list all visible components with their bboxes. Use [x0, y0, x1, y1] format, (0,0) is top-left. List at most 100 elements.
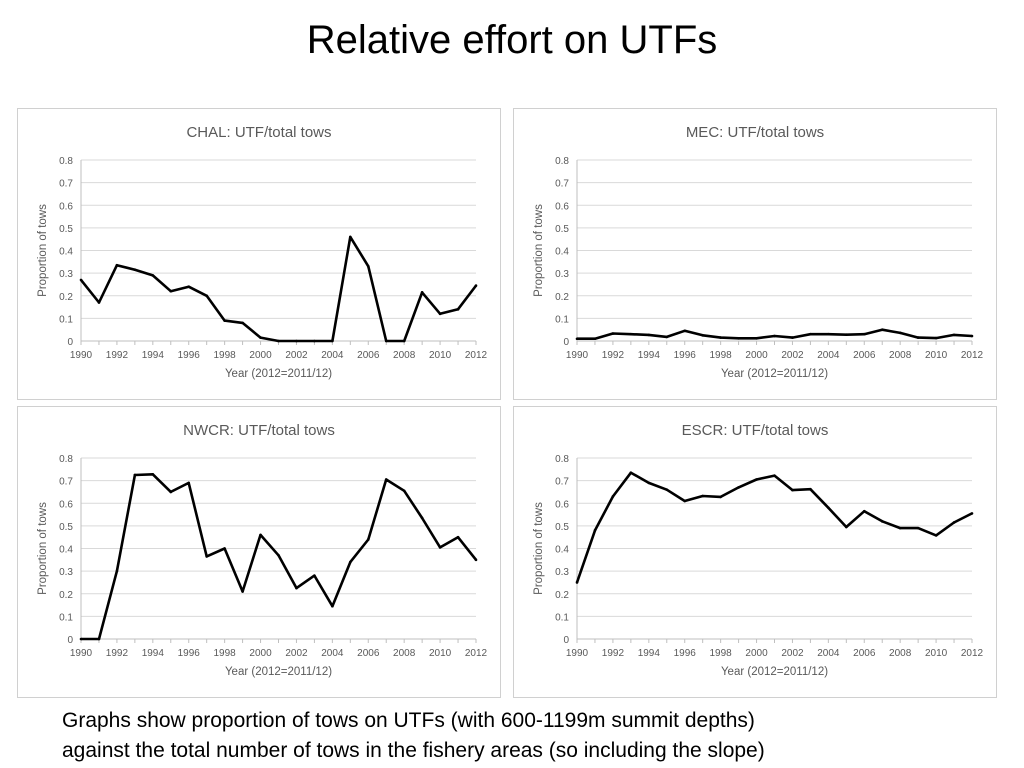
y-tick-label: 0.3	[59, 269, 73, 280]
y-tick-label: 0.1	[555, 612, 569, 623]
data-point	[366, 538, 370, 541]
data-point	[420, 516, 424, 520]
data-point	[133, 268, 137, 272]
series-line-nwcr	[81, 473, 478, 641]
data-point	[331, 604, 334, 608]
data-point	[420, 291, 424, 294]
data-point	[474, 284, 478, 287]
data-point	[295, 586, 298, 590]
slide-caption: Graphs show proportion of tows on UTFs (…	[62, 706, 982, 766]
y-tick-label: 0.4	[555, 545, 569, 556]
data-point	[456, 535, 460, 539]
x-tick-label: 1990	[566, 350, 589, 361]
x-axis-label: Year (2012=2011/12)	[721, 666, 828, 678]
x-tick-label: 2010	[925, 648, 948, 659]
y-tick-label: 0.8	[59, 454, 73, 465]
chart-chal: CHAL: UTF/total tows 0 0.1 0.2 0.3 0.4 0.5 0.6 0…	[37, 124, 488, 380]
y-tick-label: 0.4	[59, 247, 73, 258]
data-point	[611, 332, 615, 335]
x-tick-label: 1996	[674, 648, 697, 659]
data-point	[349, 235, 352, 239]
data-point	[719, 495, 722, 499]
data-point	[629, 332, 633, 336]
data-point	[647, 333, 651, 337]
data-point	[593, 529, 597, 532]
data-point	[898, 331, 902, 335]
data-point	[402, 489, 406, 493]
data-point	[79, 278, 83, 282]
x-tick-label: 1996	[178, 648, 201, 659]
y-tick-label: 0.6	[59, 499, 73, 510]
y-tick-label: 0.5	[555, 224, 569, 235]
x-tick-label: 2012	[961, 648, 984, 659]
y-tick-label: 0.5	[555, 522, 569, 533]
y-tick-label: 0.6	[555, 201, 569, 212]
data-point	[277, 339, 280, 343]
y-tick-label: 0.8	[555, 156, 569, 167]
y-tick-label: 0	[67, 337, 73, 348]
data-point	[366, 265, 370, 268]
y-tick-label: 0.7	[59, 179, 73, 190]
y-axis-label: Proportion of tows	[37, 502, 49, 595]
x-tick-label: 2012	[465, 350, 488, 361]
data-point	[665, 335, 669, 339]
data-point	[862, 332, 866, 336]
data-point	[952, 521, 956, 524]
chart-panel-chal: CHAL: UTF/total tows 0 0.1 0.2 0.3 0.4 0.5 0.6 0…	[17, 108, 501, 400]
y-tick-label: 0	[67, 635, 73, 646]
data-point	[223, 319, 226, 322]
x-tick-label: 2010	[925, 350, 948, 361]
x-tick-label: 2000	[745, 648, 768, 659]
data-point	[952, 333, 956, 337]
data-point	[898, 526, 902, 530]
y-tick-label: 0	[563, 635, 569, 646]
chart-title: CHAL: UTF/total tows	[186, 124, 331, 141]
x-axis-label: Year (2012=2011/12)	[225, 368, 332, 380]
data-point	[880, 328, 884, 331]
x-tick-label: 2008	[393, 350, 416, 361]
data-point	[474, 558, 478, 562]
y-tick-label: 0.5	[59, 224, 73, 235]
x-tick-label: 2006	[357, 648, 380, 659]
x-tick-label: 2000	[745, 350, 768, 361]
data-point	[611, 495, 615, 498]
y-tick-label: 0.2	[555, 292, 569, 303]
data-point	[755, 478, 758, 481]
data-point	[647, 481, 651, 485]
series-line-mec	[577, 328, 973, 340]
x-tick-label: 2008	[393, 648, 416, 659]
data-point	[115, 263, 119, 267]
data-point	[151, 472, 155, 476]
y-tick-label: 0.8	[59, 156, 73, 167]
data-point	[683, 329, 687, 333]
caption-line-2: against the total number of tows in the …	[62, 739, 765, 762]
data-point	[205, 555, 208, 558]
data-point	[277, 553, 280, 557]
data-point	[259, 533, 262, 537]
data-point	[384, 478, 388, 481]
x-tick-label: 2006	[357, 350, 380, 361]
data-point	[845, 525, 848, 529]
y-tick-label: 0.2	[59, 292, 73, 303]
data-point	[133, 473, 137, 477]
data-point	[773, 334, 776, 338]
data-point	[880, 520, 884, 523]
data-point	[970, 334, 974, 338]
x-tick-label: 1990	[70, 648, 93, 659]
y-tick-label: 0.7	[555, 179, 569, 190]
x-tick-label: 1998	[710, 648, 733, 659]
data-point	[575, 581, 579, 584]
y-tick-label: 0.1	[555, 314, 569, 325]
data-point	[827, 332, 830, 336]
data-point	[934, 336, 938, 340]
x-tick-label: 2004	[817, 648, 840, 659]
data-point	[79, 637, 83, 641]
chart-title: ESCR: UTF/total tows	[682, 422, 829, 439]
caption-line-1: Graphs show proportion of tows on UTFs (…	[62, 709, 755, 732]
data-point	[862, 509, 866, 513]
x-tick-label: 1994	[142, 350, 165, 361]
y-tick-label: 0.1	[59, 612, 73, 623]
data-point	[384, 339, 388, 343]
y-tick-label: 0.7	[555, 477, 569, 488]
data-point	[773, 474, 776, 477]
